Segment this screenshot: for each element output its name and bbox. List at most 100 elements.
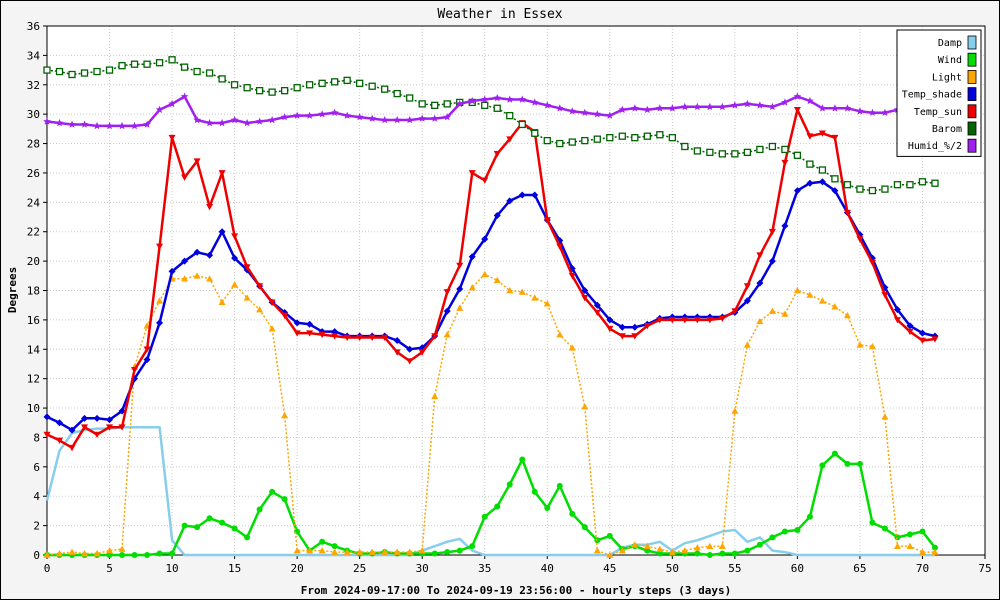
data-point — [893, 306, 901, 314]
data-point — [105, 66, 114, 74]
data-point — [531, 488, 538, 495]
x-tick-label: 60 — [791, 562, 804, 575]
data-point — [818, 178, 826, 186]
data-point — [243, 264, 251, 271]
data-point — [105, 121, 114, 130]
data-point — [606, 316, 614, 324]
data-point — [594, 537, 601, 544]
y-tick-label: 32 — [27, 79, 40, 92]
legend-swatch — [967, 52, 977, 67]
data-point — [743, 283, 751, 290]
data-point — [731, 101, 739, 109]
data-point — [368, 82, 376, 90]
series-line — [46, 180, 936, 432]
data-point — [156, 243, 164, 250]
data-point — [318, 331, 326, 339]
data-point — [431, 101, 439, 109]
data-point — [881, 108, 889, 116]
data-point — [631, 134, 639, 142]
data-point — [93, 414, 101, 422]
data-point — [743, 148, 752, 157]
data-point — [506, 136, 514, 143]
data-point — [518, 120, 526, 129]
data-point — [868, 259, 876, 267]
data-point — [306, 330, 314, 337]
data-point — [156, 297, 164, 304]
data-point — [868, 186, 877, 195]
data-point — [668, 317, 676, 324]
data-point — [894, 534, 901, 541]
chart-title: Weather in Essex — [437, 7, 562, 22]
y-tick-label: 20 — [27, 255, 40, 268]
data-point — [881, 413, 889, 420]
data-point — [468, 96, 476, 105]
data-point — [181, 174, 189, 181]
data-point — [144, 552, 151, 558]
legend-label: Barom — [932, 124, 962, 135]
data-point — [781, 222, 789, 230]
data-point — [406, 548, 414, 555]
data-point — [468, 170, 476, 177]
data-point — [243, 84, 251, 92]
data-point — [393, 349, 401, 356]
data-point — [180, 92, 189, 100]
y-tick-label: 0 — [33, 549, 40, 562]
data-point — [831, 134, 839, 142]
data-point — [731, 407, 739, 414]
data-point — [781, 145, 789, 154]
data-point — [893, 317, 901, 324]
data-point — [268, 116, 276, 124]
data-point — [806, 291, 814, 298]
data-point — [806, 160, 814, 168]
data-point — [706, 148, 714, 157]
x-tick-label: 65 — [853, 562, 866, 575]
data-point — [106, 552, 113, 558]
data-point — [556, 482, 563, 489]
data-point — [268, 299, 276, 306]
data-point — [568, 273, 576, 280]
data-point — [768, 102, 777, 111]
data-point — [543, 101, 552, 109]
data-point — [918, 329, 926, 337]
data-point — [244, 534, 251, 541]
data-point — [506, 197, 514, 205]
data-point — [55, 67, 64, 76]
data-point — [393, 548, 401, 555]
x-axis-label: From 2024-09-17:00 To 2024-09-19 23:56:0… — [301, 584, 731, 597]
data-point — [443, 100, 451, 108]
data-point — [268, 88, 276, 96]
data-point — [293, 111, 301, 119]
data-point — [305, 111, 314, 119]
data-point — [868, 342, 876, 350]
data-point — [293, 547, 301, 554]
data-point — [731, 150, 739, 158]
data-point — [931, 544, 938, 551]
data-point — [844, 460, 851, 467]
x-tick-label: 55 — [728, 562, 741, 575]
data-point — [130, 60, 139, 68]
data-point — [444, 549, 451, 556]
data-point — [681, 142, 689, 151]
data-point — [656, 317, 664, 324]
data-point — [718, 150, 727, 158]
data-point — [668, 548, 676, 555]
data-point — [193, 272, 201, 279]
y-tick-label: 36 — [27, 20, 40, 33]
data-point — [618, 547, 626, 554]
data-point — [155, 59, 164, 67]
data-point — [481, 235, 489, 243]
data-point — [480, 95, 489, 103]
data-point — [769, 534, 776, 541]
data-point — [268, 325, 276, 332]
data-point — [56, 419, 64, 427]
data-point — [893, 181, 902, 189]
data-point — [506, 111, 514, 120]
data-point — [381, 548, 389, 555]
data-point — [68, 120, 76, 128]
data-point — [831, 175, 839, 183]
data-point — [319, 538, 326, 545]
data-point — [118, 121, 126, 130]
data-point — [431, 333, 439, 340]
data-point — [593, 135, 601, 143]
data-point — [731, 308, 739, 315]
